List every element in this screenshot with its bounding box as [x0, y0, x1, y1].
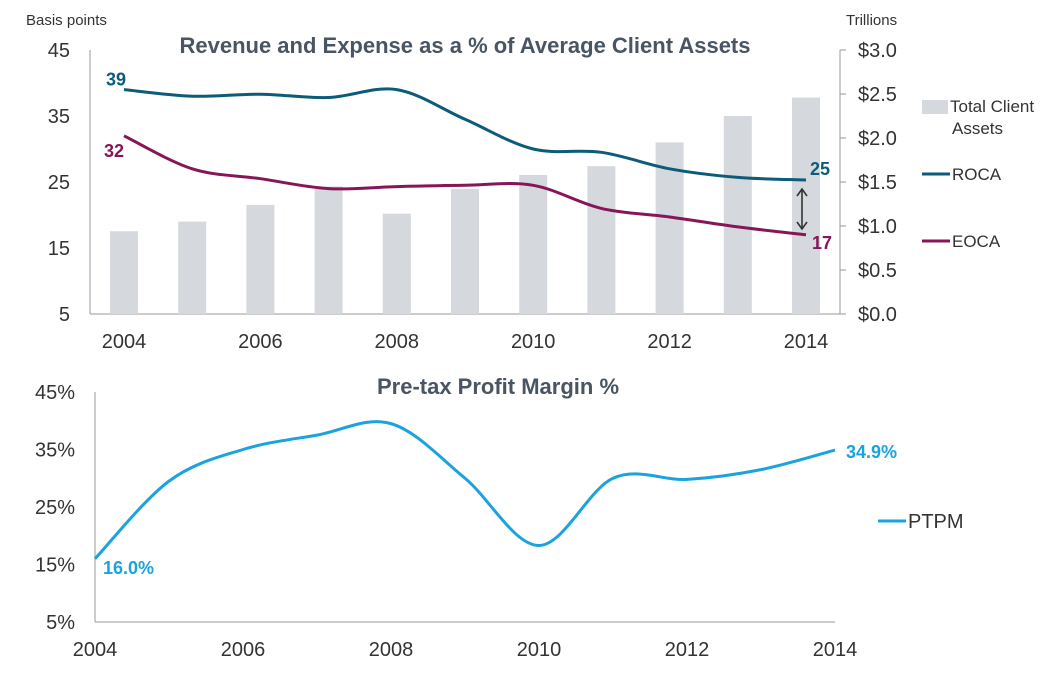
bottom-legend: PTPM: [878, 511, 964, 533]
right-y-tick-label: $1.5: [858, 172, 897, 194]
bottom-x-tick-label: 2010: [517, 639, 562, 661]
bottom-chart: Pre-tax Profit Margin % 5% 15% 25% 35% 45% 20…: [35, 374, 964, 661]
eoca-start-label: 32: [104, 141, 124, 161]
right-axis-unit-label: Trillions: [846, 12, 897, 29]
left-y-tick-label: 45: [48, 40, 70, 62]
bar-total-client-assets-2005: [178, 221, 207, 314]
top-x-tick-label: 2012: [647, 331, 692, 353]
eoca-end-label: 17: [812, 233, 832, 253]
legend-swatch-total-client-assets: [922, 100, 948, 114]
legend-label-total-client-assets-line1: Total Client: [950, 97, 1034, 116]
top-data-labels-group: 39 25 32 17: [104, 70, 832, 253]
bottom-y-tick-label: 35%: [35, 440, 75, 462]
top-x-tick-label: 2008: [375, 331, 420, 353]
roca-end-label: 25: [810, 159, 830, 179]
bottom-y-tick-label: 5%: [46, 612, 75, 634]
bottom-x-tick-label: 2004: [73, 639, 118, 661]
spread-arrow-icon: [796, 187, 808, 231]
right-y-tick-label: $1.0: [858, 216, 897, 238]
bar-total-client-assets-2004: [110, 231, 138, 314]
left-y-tick-label: 35: [48, 106, 70, 128]
bar-total-client-assets-2014: [792, 97, 820, 315]
bottom-chart-title: Pre-tax Profit Margin %: [377, 374, 619, 399]
bottom-y-tick-label: 45%: [35, 382, 75, 404]
right-y-tick-label: $2.5: [858, 84, 897, 106]
right-y-tick-label: $2.0: [858, 128, 897, 150]
line-roca: [123, 87, 807, 182]
bottom-lines-group: [93, 420, 836, 560]
bar-total-client-assets-2010: [519, 174, 548, 314]
roca-start-label: 39: [106, 70, 126, 90]
bar-total-client-assets-2013: [723, 116, 752, 314]
bottom-x-tick-label: 2012: [665, 639, 710, 661]
legend-label-roca: ROCA: [952, 165, 1002, 184]
bottom-x-tick-label: 2014: [813, 639, 858, 661]
legend-label-eoca: EOCA: [952, 232, 1001, 251]
bottom-x-tick-label: 2006: [221, 639, 266, 661]
ptpm-start-label: 16.0%: [103, 558, 154, 578]
line-eoca: [123, 134, 807, 237]
legend-label-ptpm: PTPM: [908, 511, 964, 533]
bottom-ticks-group: 5% 15% 25% 35% 45% 2004 2006 2008 2010 2012 2014: [35, 382, 857, 661]
top-chart-title: Revenue and Expense as a % of Average Cl…: [179, 33, 750, 58]
right-y-tick-label: $0.5: [858, 260, 897, 282]
left-axis-unit-label: Basis points: [26, 12, 107, 29]
left-y-tick-label: 5: [59, 304, 70, 326]
top-x-tick-label: 2010: [511, 331, 556, 353]
bottom-x-tick-label: 2008: [369, 639, 414, 661]
top-ticks-group: 5 15 25 35 45 $0.0 $0.5 $1.0 $1.5 $2.0 $2.5 $3.0 200…: [48, 40, 897, 353]
bar-total-client-assets-2006: [246, 204, 275, 314]
bottom-data-labels-group: 16.0% 34.9%: [103, 442, 897, 578]
right-y-tick-label: $3.0: [858, 40, 897, 62]
top-x-tick-label: 2014: [784, 331, 829, 353]
bar-total-client-assets-2008: [382, 213, 411, 314]
top-bars-group: [110, 97, 820, 315]
ptpm-end-label: 34.9%: [846, 442, 897, 462]
right-y-tick-label: $0.0: [858, 304, 897, 326]
top-legend: Total Client Assets ROCA EOCA: [922, 97, 1034, 251]
bottom-y-tick-label: 25%: [35, 497, 75, 519]
bar-total-client-assets-2011: [587, 166, 616, 314]
legend-label-total-client-assets-line2: Assets: [952, 119, 1003, 138]
left-y-tick-label: 25: [48, 172, 70, 194]
bar-total-client-assets-2009: [451, 189, 479, 314]
top-lines-group: [123, 87, 807, 237]
top-x-tick-label: 2004: [102, 331, 147, 353]
left-y-tick-label: 15: [48, 238, 70, 260]
top-x-tick-label: 2006: [238, 331, 283, 353]
top-chart: Revenue and Expense as a % of Average Cl…: [26, 12, 1034, 353]
line-ptpm: [93, 420, 836, 560]
bar-total-client-assets-2007: [314, 186, 343, 314]
bottom-y-tick-label: 15%: [35, 555, 75, 577]
